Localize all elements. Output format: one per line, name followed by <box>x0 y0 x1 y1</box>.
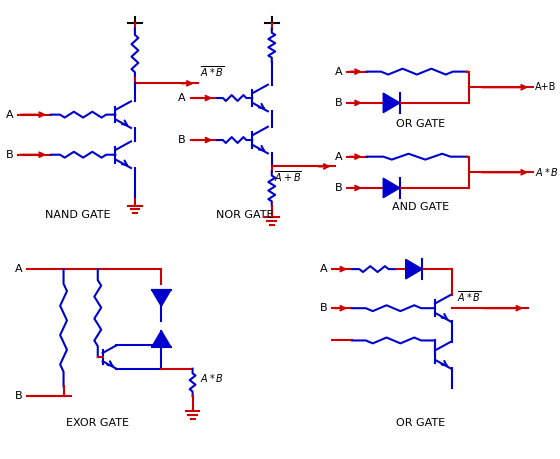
Text: A: A <box>334 67 342 77</box>
Text: B: B <box>334 98 342 108</box>
Text: B: B <box>6 150 13 160</box>
Text: OR GATE: OR GATE <box>396 119 445 129</box>
Text: $A*B$: $A*B$ <box>200 373 225 385</box>
Text: $\overline{A*B}$: $\overline{A*B}$ <box>456 289 481 304</box>
Text: EXOR GATE: EXOR GATE <box>66 418 129 427</box>
Text: $\overline{A*B}$: $\overline{A*B}$ <box>200 64 225 79</box>
Polygon shape <box>405 259 422 279</box>
Polygon shape <box>152 330 171 347</box>
Text: A+B: A+B <box>535 82 556 92</box>
Text: A: A <box>320 264 328 274</box>
Text: B: B <box>320 303 328 313</box>
Text: NOR GATE: NOR GATE <box>216 210 273 220</box>
Text: B: B <box>334 183 342 193</box>
Text: AND GATE: AND GATE <box>392 202 449 213</box>
Text: A: A <box>15 264 22 274</box>
Polygon shape <box>152 290 171 306</box>
Text: $A*B$: $A*B$ <box>535 166 559 178</box>
Text: B: B <box>178 135 186 145</box>
Text: A: A <box>6 110 13 120</box>
Text: A: A <box>178 93 186 103</box>
Polygon shape <box>383 178 400 198</box>
Text: OR GATE: OR GATE <box>396 418 445 427</box>
Text: $\overline{A+B}$: $\overline{A+B}$ <box>274 169 302 184</box>
Text: A: A <box>334 151 342 162</box>
Text: NAND GATE: NAND GATE <box>45 210 111 220</box>
Text: B: B <box>15 391 22 401</box>
Polygon shape <box>383 93 400 112</box>
